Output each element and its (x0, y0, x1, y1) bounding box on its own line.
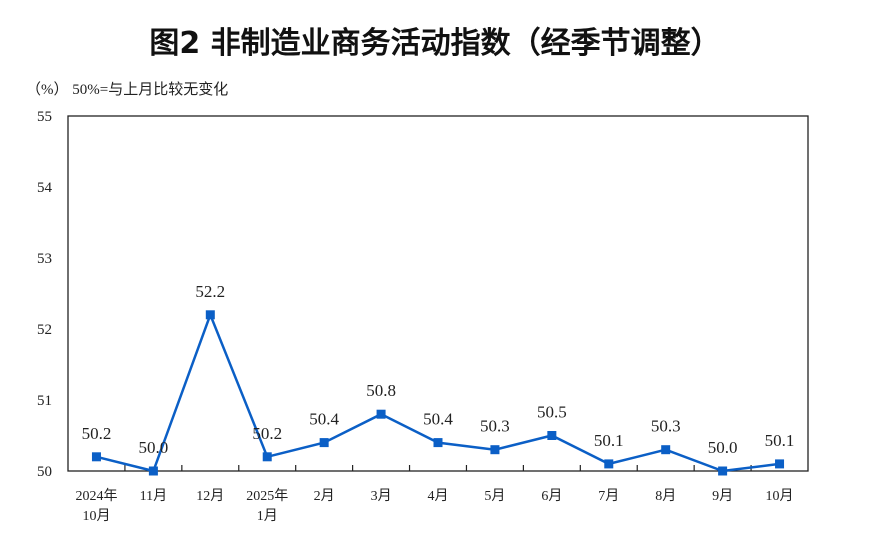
data-point (148, 466, 158, 476)
x-tick-label: 5月 (484, 488, 505, 504)
data-point (376, 409, 386, 419)
x-tick-label: 9月 (712, 488, 733, 504)
unit-note: （%） 50%=与上月比较无变化 (26, 82, 229, 98)
data-label: 50.0 (139, 438, 169, 457)
data-label: 52.2 (195, 282, 225, 301)
data-label: 50.3 (480, 417, 510, 436)
data-point (547, 431, 557, 440)
data-label: 50.4 (423, 410, 453, 429)
x-tick-label: 6月 (541, 488, 562, 504)
data-label: 50.0 (708, 438, 738, 457)
x-tick-label: 8月 (655, 488, 676, 504)
x-tick-label: 2024年 10月 (75, 488, 117, 524)
data-point (205, 310, 215, 320)
plot-frame (67, 115, 809, 472)
y-tick-label: 54 (37, 180, 53, 196)
x-tick-label: 11月 (140, 488, 167, 504)
data-point (604, 459, 614, 469)
data-label: 50.1 (765, 431, 795, 450)
data-point (433, 438, 443, 448)
x-tick-label: 12月 (196, 488, 224, 504)
data-point (661, 445, 671, 455)
data-point (718, 466, 728, 476)
x-tick-label: 10月 (766, 488, 794, 504)
y-tick-label: 51 (37, 393, 52, 409)
chart-title: 图2 非制造业商务活动指数（经季节调整） (149, 26, 721, 61)
y-tick-label: 53 (37, 251, 52, 267)
y-tick-label: 55 (37, 109, 52, 125)
data-point (262, 452, 272, 462)
x-tick-label: 2025年 1月 (246, 488, 288, 524)
data-label: 50.4 (309, 410, 339, 429)
x-tick-label: 7月 (598, 488, 619, 504)
y-tick-label: 52 (37, 322, 52, 338)
data-label: 50.3 (651, 417, 681, 436)
data-point (490, 445, 500, 455)
data-label: 50.5 (537, 403, 567, 422)
data-point (319, 438, 329, 448)
data-point (775, 459, 785, 469)
x-tick-label: 4月 (428, 488, 449, 504)
data-label: 50.1 (594, 431, 624, 450)
data-point (91, 452, 101, 462)
x-tick-label: 3月 (371, 488, 392, 504)
data-label: 50.2 (82, 424, 112, 443)
data-label: 50.2 (252, 424, 282, 443)
x-tick-label: 2月 (314, 488, 335, 504)
series-line (96, 311, 780, 473)
y-tick-label: 50 (37, 464, 52, 480)
data-label: 50.8 (366, 381, 396, 400)
